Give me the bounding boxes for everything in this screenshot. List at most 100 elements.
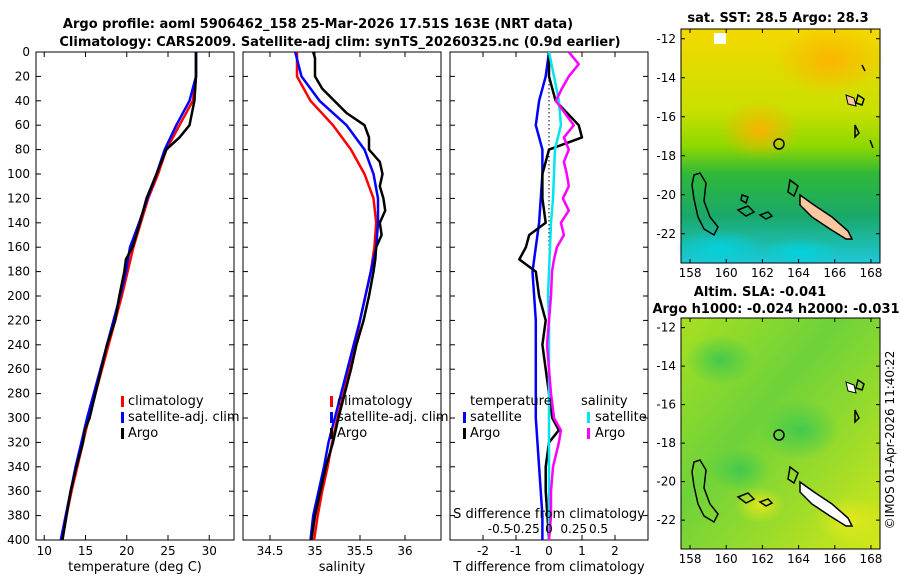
depth-tick-label: 360 [7,484,30,498]
temperature-legend: climatology satellite-adj. clim Argo [121,394,240,441]
imos-watermark: ©IMOS 01-Apr-2026 11:40:22 [883,351,897,530]
series-line-t-satellite [531,51,551,540]
map-y-tick-label: -16 [656,398,676,412]
depth-tick-label: 220 [7,313,30,327]
depth-tick-label: 340 [7,460,30,474]
s-tick-label: 0 [545,522,553,536]
sla-low-patch [710,448,770,492]
map-x-tick-label: 164 [787,266,810,280]
x-tick-label: 20 [119,544,134,558]
sla-vanuatu-island [845,381,857,394]
salinity-axis-label: salinity [319,560,366,575]
figure-title-line2: Climatology: CARS2009. Satellite-adj cli… [59,35,620,50]
sla-high-patch [735,487,785,523]
t-difference-axis-label: T difference from climatology [452,560,645,575]
depth-tick-label: 280 [7,387,30,401]
map-y-tick-label: -12 [656,321,676,335]
map-x-tick-label: 158 [679,552,702,566]
legend-label-argo: Argo [128,426,158,441]
sst-missing-pixel [714,33,726,44]
legend-swatch-argo [330,428,333,439]
x-tick-label: 25 [160,544,175,558]
depth-tick-label: 100 [7,167,30,181]
x-tick-label: -2 [477,544,489,558]
series-line-argo [61,52,198,541]
legend-swatch-t-argo [463,428,466,439]
x-tick-label: 36 [397,544,412,558]
map-y-tick-label: -12 [656,32,676,46]
x-tick-label: 35 [307,544,322,558]
s-difference-axis-ticks: -0.5-0.25 0 0.25 0.5 [488,522,608,536]
legend-label-satellite: satellite-adj. clim [337,410,449,425]
sst-map: sat. SST: 28.5 Argo: 28.3 [656,11,885,280]
temperature-plot-box [35,51,235,541]
map-x-tick-label: 166 [823,552,846,566]
map-y-tick-label: -20 [656,188,676,202]
salinity-panel: 34.5 35 35.5 36 salinity climatology satell… [242,51,449,575]
legend-title-temperature: temperature [470,394,552,409]
legend-label-climatology: climatology [337,394,413,409]
sst-warm-patch [720,100,800,160]
sst-map-frame [680,28,881,264]
series-line-satellite-adj-clim [293,51,380,541]
x-tick-label: 30 [202,544,217,558]
map-y-tick-label: -22 [656,513,676,527]
depth-tick-label: 300 [7,411,30,425]
depth-axis-ticks: 0 20 40 60 80 100 120 140 160 180 200 220 240 260 280 3… [7,45,234,547]
sst-argo-position-marker [773,138,785,150]
salinity-depth-ticks [243,51,441,541]
depth-tick-label: 20 [15,69,30,83]
sla-new-caledonia [799,480,854,527]
s-tick-label: 0.25 [560,522,587,536]
s-tick-label: -0.5 [488,522,511,536]
depth-tick-label: 120 [7,191,30,205]
series-line-argo [310,51,387,541]
sst-coastlines [691,64,874,237]
depth-tick-label: 180 [7,265,30,279]
temperature-profile-lines [59,52,198,541]
legend-title-salinity: salinity [581,394,628,409]
depth-tick-label: 80 [15,143,30,157]
salinity-legend: climatology satellite-adj. clim Argo [330,394,449,441]
series-line-s-argo [545,51,580,541]
map-y-tick-label: -18 [656,149,676,163]
sla-low-patch [685,335,755,385]
sla-map-title: Altim. SLA: -0.041 [694,285,826,300]
map-y-tick-label: -16 [656,110,676,124]
map-y-tick-label: -18 [656,436,676,450]
map-x-tick-label: 168 [860,266,883,280]
difference-profile-lines [518,51,584,541]
map-x-tick-label: 160 [715,552,738,566]
legend-label-climatology: climatology [128,394,204,409]
depth-tick-label: 380 [7,509,30,523]
sla-argo-position-marker [773,429,785,441]
legend-swatch-argo [121,428,124,439]
sst-warm-patch [775,25,885,95]
x-tick-label: 2 [611,544,619,558]
map-y-tick-label: -20 [656,475,676,489]
salinity-profile-lines [293,51,387,541]
depth-tick-label: 0 [22,45,30,59]
sla-low-patch [760,400,840,460]
depth-tick-label: 40 [15,94,30,108]
legend-swatch-s-argo [587,428,590,439]
map-x-tick-label: 158 [679,266,702,280]
legend-label-t-satellite: satellite [470,410,522,425]
depth-tick-label: 160 [7,240,30,254]
x-tick-label: 10 [37,544,52,558]
depth-tick-label: 400 [7,533,30,547]
x-tick-label: 15 [78,544,93,558]
s-difference-axis-label: S difference from climatology [453,507,645,522]
sst-map-title: sat. SST: 28.5 Argo: 28.3 [687,11,868,26]
map-x-tick-label: 162 [751,266,774,280]
sla-coastlines [691,378,865,524]
sst-cool-patch [675,230,765,266]
depth-tick-label: 200 [7,289,30,303]
sla-map: Altim. SLA: -0.041 Argo h1000: -0.024 h2… [652,285,899,566]
x-tick-label: 1 [578,544,586,558]
sla-map-ticks: 158 160 162 164 166 168 -12 -14 -16 -18 -20 -22 [656,318,882,566]
temperature-panel: 0 20 40 60 80 100 120 140 160 180 200 220 240 260 280 3… [7,45,240,575]
legend-label-argo: Argo [337,426,367,441]
depth-tick-label: 60 [15,118,30,132]
